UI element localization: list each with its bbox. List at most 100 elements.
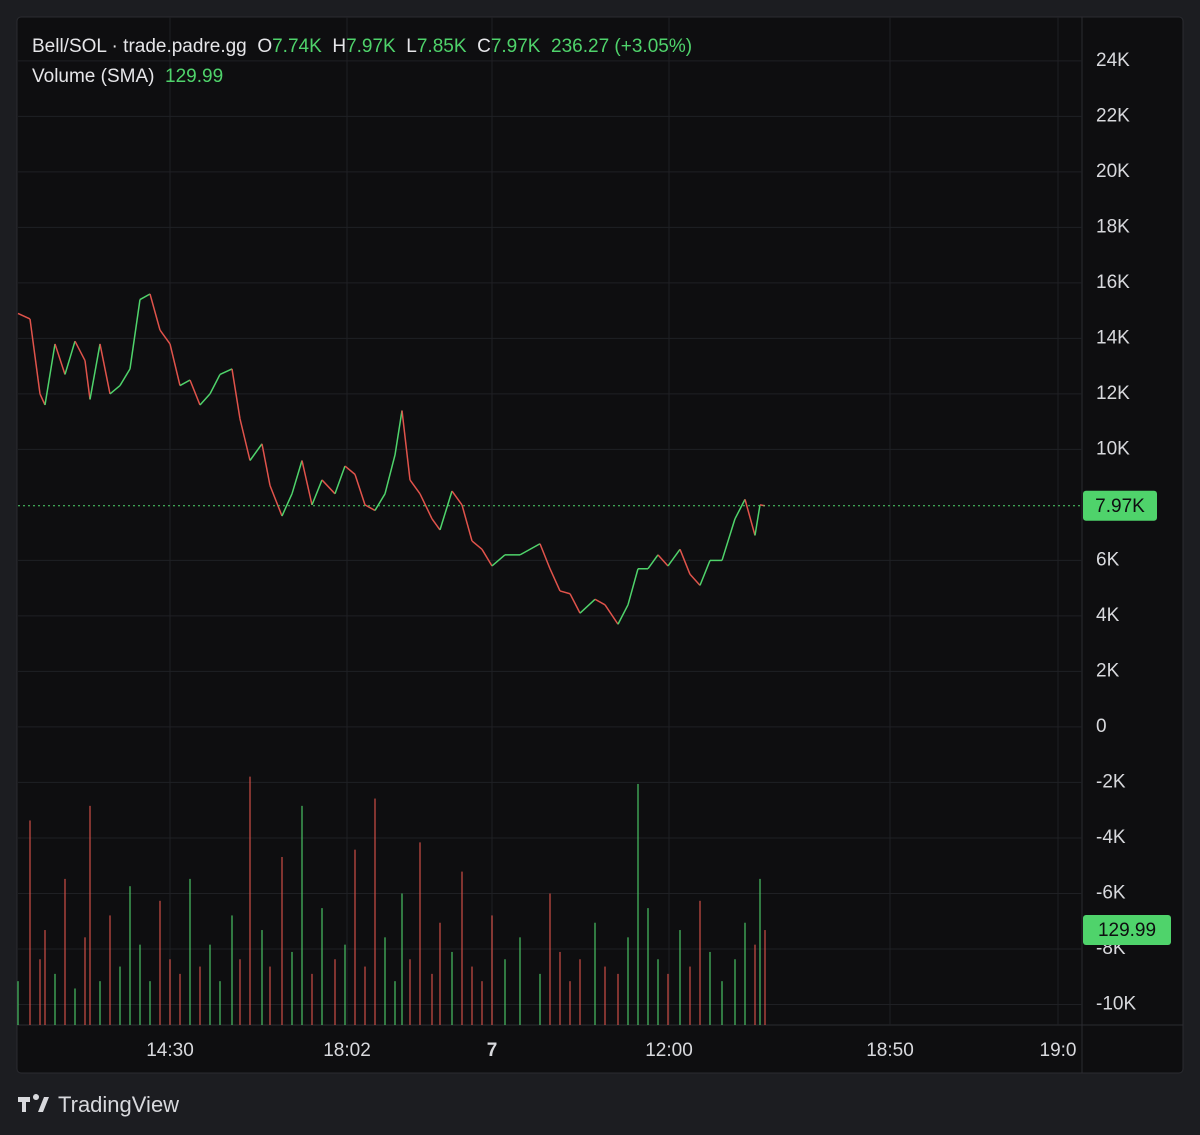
price-segment xyxy=(179,379,191,387)
price-segment xyxy=(39,393,46,406)
price-segment xyxy=(321,479,336,495)
volume-bar xyxy=(364,966,366,1025)
grid xyxy=(18,17,1082,1025)
price-segment xyxy=(89,343,101,400)
price-segment xyxy=(311,479,323,506)
volume-bar xyxy=(617,973,619,1025)
volume-bar xyxy=(549,893,551,1025)
y-tick-label: 6K xyxy=(1096,549,1120,570)
y-tick-label: 18K xyxy=(1096,216,1130,237)
volume-bar xyxy=(189,878,191,1025)
change: 236.27 (+3.05%) xyxy=(551,36,693,57)
volume-bar xyxy=(321,908,323,1025)
price-segment xyxy=(627,568,639,606)
price-segment xyxy=(291,460,303,495)
ohlc-value: 7.97K xyxy=(346,36,396,57)
volume-bar xyxy=(64,878,66,1025)
volume-bar xyxy=(384,937,386,1025)
volume-bar xyxy=(344,944,346,1025)
price-segment xyxy=(149,293,161,331)
price-segment xyxy=(721,518,736,561)
y-tick-label: -10K xyxy=(1096,993,1136,1014)
y-tick-label: 20K xyxy=(1096,161,1130,182)
volume-bar xyxy=(679,930,681,1025)
volume-bar xyxy=(109,915,111,1025)
volume-bar xyxy=(169,959,171,1025)
price-segment xyxy=(219,368,233,376)
volume-bar xyxy=(734,959,736,1025)
price-segment xyxy=(281,493,293,517)
x-tick-label: 12:00 xyxy=(645,1040,693,1061)
price-segment xyxy=(374,493,386,511)
volume-label: Volume (SMA) xyxy=(32,66,155,87)
volume-bar xyxy=(709,951,711,1025)
volume-bar xyxy=(647,908,649,1025)
volume-bar xyxy=(129,886,131,1025)
volume-bar xyxy=(261,930,263,1025)
volume-bar xyxy=(594,922,596,1025)
price-segment xyxy=(334,465,346,495)
price-segment xyxy=(409,479,421,495)
volume-bar xyxy=(471,966,473,1025)
y-tick-label: 14K xyxy=(1096,327,1130,348)
legend: Bell/SOL · trade.padre.gg O7.74K H7.97K … xyxy=(32,32,692,92)
volume-bar xyxy=(689,966,691,1025)
price-segment xyxy=(231,368,241,419)
x-tick-label: 18:02 xyxy=(323,1040,371,1061)
price-segment xyxy=(17,312,31,320)
volume-bar xyxy=(311,973,313,1025)
price-segment xyxy=(364,504,376,512)
ohlc-label: H xyxy=(332,36,347,57)
volume-bar xyxy=(29,820,31,1025)
volume-bar xyxy=(39,959,41,1025)
volume-bar xyxy=(334,959,336,1025)
volume-bar xyxy=(451,951,453,1025)
price-segment xyxy=(481,548,493,567)
volume-bar xyxy=(231,915,233,1025)
price-segment xyxy=(744,499,756,536)
volume-bar xyxy=(394,981,396,1025)
price-segment xyxy=(394,410,403,456)
volume-bar xyxy=(179,973,181,1025)
volume-bar xyxy=(99,981,101,1025)
price-segment xyxy=(419,493,433,520)
volume-bar xyxy=(579,959,581,1025)
volume-bar xyxy=(504,959,506,1025)
chart-frame xyxy=(16,16,1184,1074)
volume-bar xyxy=(539,973,541,1025)
y-tick-label: -4K xyxy=(1096,827,1126,848)
volume-bar xyxy=(667,973,669,1025)
price-segment xyxy=(559,590,571,595)
y-tick-label: -6K xyxy=(1096,882,1126,903)
price-segment xyxy=(431,518,441,531)
price-segment xyxy=(667,548,681,567)
volume-bar xyxy=(281,856,283,1025)
price-segment xyxy=(734,499,746,520)
price-segment xyxy=(401,410,411,481)
volume-bar xyxy=(209,944,211,1025)
price-segment xyxy=(159,329,171,345)
price-segment xyxy=(64,340,76,375)
price-segment xyxy=(54,343,66,375)
price-segment xyxy=(109,384,121,395)
price-segment xyxy=(549,568,561,592)
volume-bar xyxy=(759,878,761,1025)
price-segment xyxy=(491,554,506,567)
volume-bar xyxy=(139,944,141,1025)
price-segment xyxy=(209,374,221,395)
volume-bar xyxy=(559,951,561,1025)
price-segment xyxy=(84,360,91,400)
volume-bar xyxy=(119,966,121,1025)
volume-bar xyxy=(699,900,701,1025)
price-segment xyxy=(539,543,551,570)
price-segment xyxy=(269,485,283,517)
volume-bar xyxy=(84,937,86,1025)
price-segment xyxy=(99,343,111,395)
volume-bar xyxy=(491,915,493,1025)
volume-bar xyxy=(637,783,639,1025)
footer: TradingView xyxy=(58,1092,179,1117)
price-segment xyxy=(647,554,659,570)
price-segment xyxy=(249,443,263,461)
